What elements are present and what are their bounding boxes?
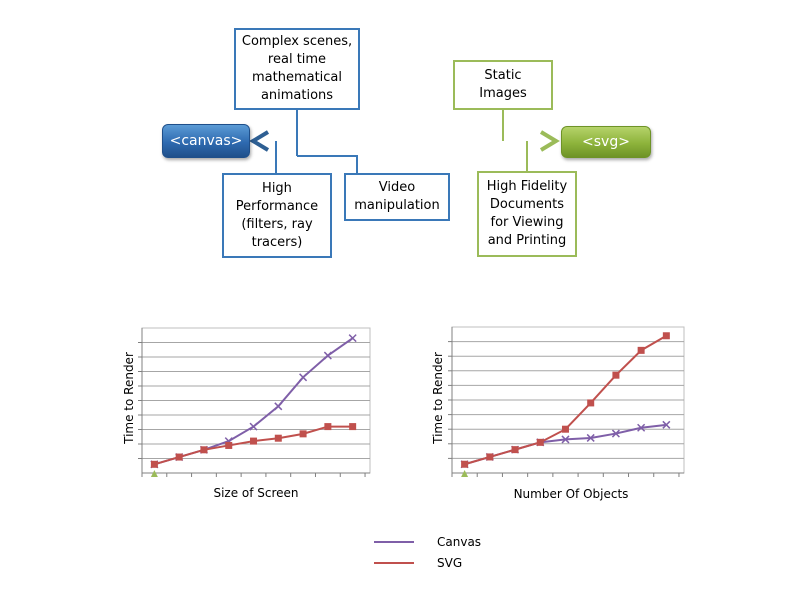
chart-1-plot — [138, 327, 371, 477]
data-point-canvas — [323, 351, 332, 360]
box-high-fidelity: High Fidelity Documents for Viewing and … — [477, 171, 577, 257]
box-high-performance: High Performance (filters, ray tracers) — [222, 173, 332, 258]
legend-svg-label: SVG — [437, 556, 462, 570]
box-complex-scenes: Complex scenes, real time mathematical a… — [234, 28, 360, 110]
data-point-svg — [461, 460, 469, 468]
data-point-svg — [349, 423, 357, 431]
arrow-right-head-icon — [539, 130, 560, 152]
data-point-svg — [274, 434, 282, 442]
data-point-canvas — [249, 422, 258, 431]
data-point-canvas — [586, 433, 595, 442]
data-point-canvas — [662, 420, 671, 429]
data-point-svg — [637, 346, 645, 354]
data-point-svg — [250, 437, 258, 445]
chart-2-xlabel: Number Of Objects — [514, 487, 629, 501]
data-point-svg — [225, 441, 233, 449]
data-point-svg — [561, 425, 569, 433]
canvas-node: <canvas> — [162, 124, 250, 158]
chart-2-plot — [448, 326, 685, 477]
data-point-canvas — [611, 429, 620, 438]
origin-marker-icon — [461, 470, 469, 477]
data-point-canvas — [299, 373, 308, 382]
data-point-svg — [662, 332, 670, 340]
data-point-svg — [324, 423, 332, 431]
data-point-svg — [587, 399, 595, 407]
data-point-svg — [612, 371, 620, 379]
data-point-canvas — [561, 435, 570, 444]
chart-1-xlabel: Size of Screen — [213, 486, 298, 500]
box-video-manipulation: Video manipulation — [344, 173, 450, 221]
diagram-connectors — [249, 108, 560, 174]
box-static-images: Static Images — [453, 60, 553, 110]
data-point-svg — [150, 460, 158, 468]
data-point-canvas — [348, 334, 357, 343]
data-point-canvas — [274, 402, 283, 411]
data-point-svg — [511, 446, 519, 454]
data-point-svg — [299, 430, 307, 438]
data-point-svg — [200, 446, 208, 454]
legend-canvas-label: Canvas — [437, 535, 481, 549]
data-point-svg — [486, 453, 494, 461]
svg-node: <svg> — [561, 126, 651, 158]
chart-1-ylabel: Time to Render — [122, 352, 136, 445]
arrow-left-head-icon — [249, 130, 270, 152]
data-point-svg — [536, 438, 544, 446]
data-point-canvas — [637, 423, 646, 432]
origin-marker-icon — [150, 470, 158, 477]
data-point-svg — [175, 453, 183, 461]
connector-video — [297, 155, 358, 174]
chart-2-ylabel: Time to Render — [431, 352, 445, 445]
